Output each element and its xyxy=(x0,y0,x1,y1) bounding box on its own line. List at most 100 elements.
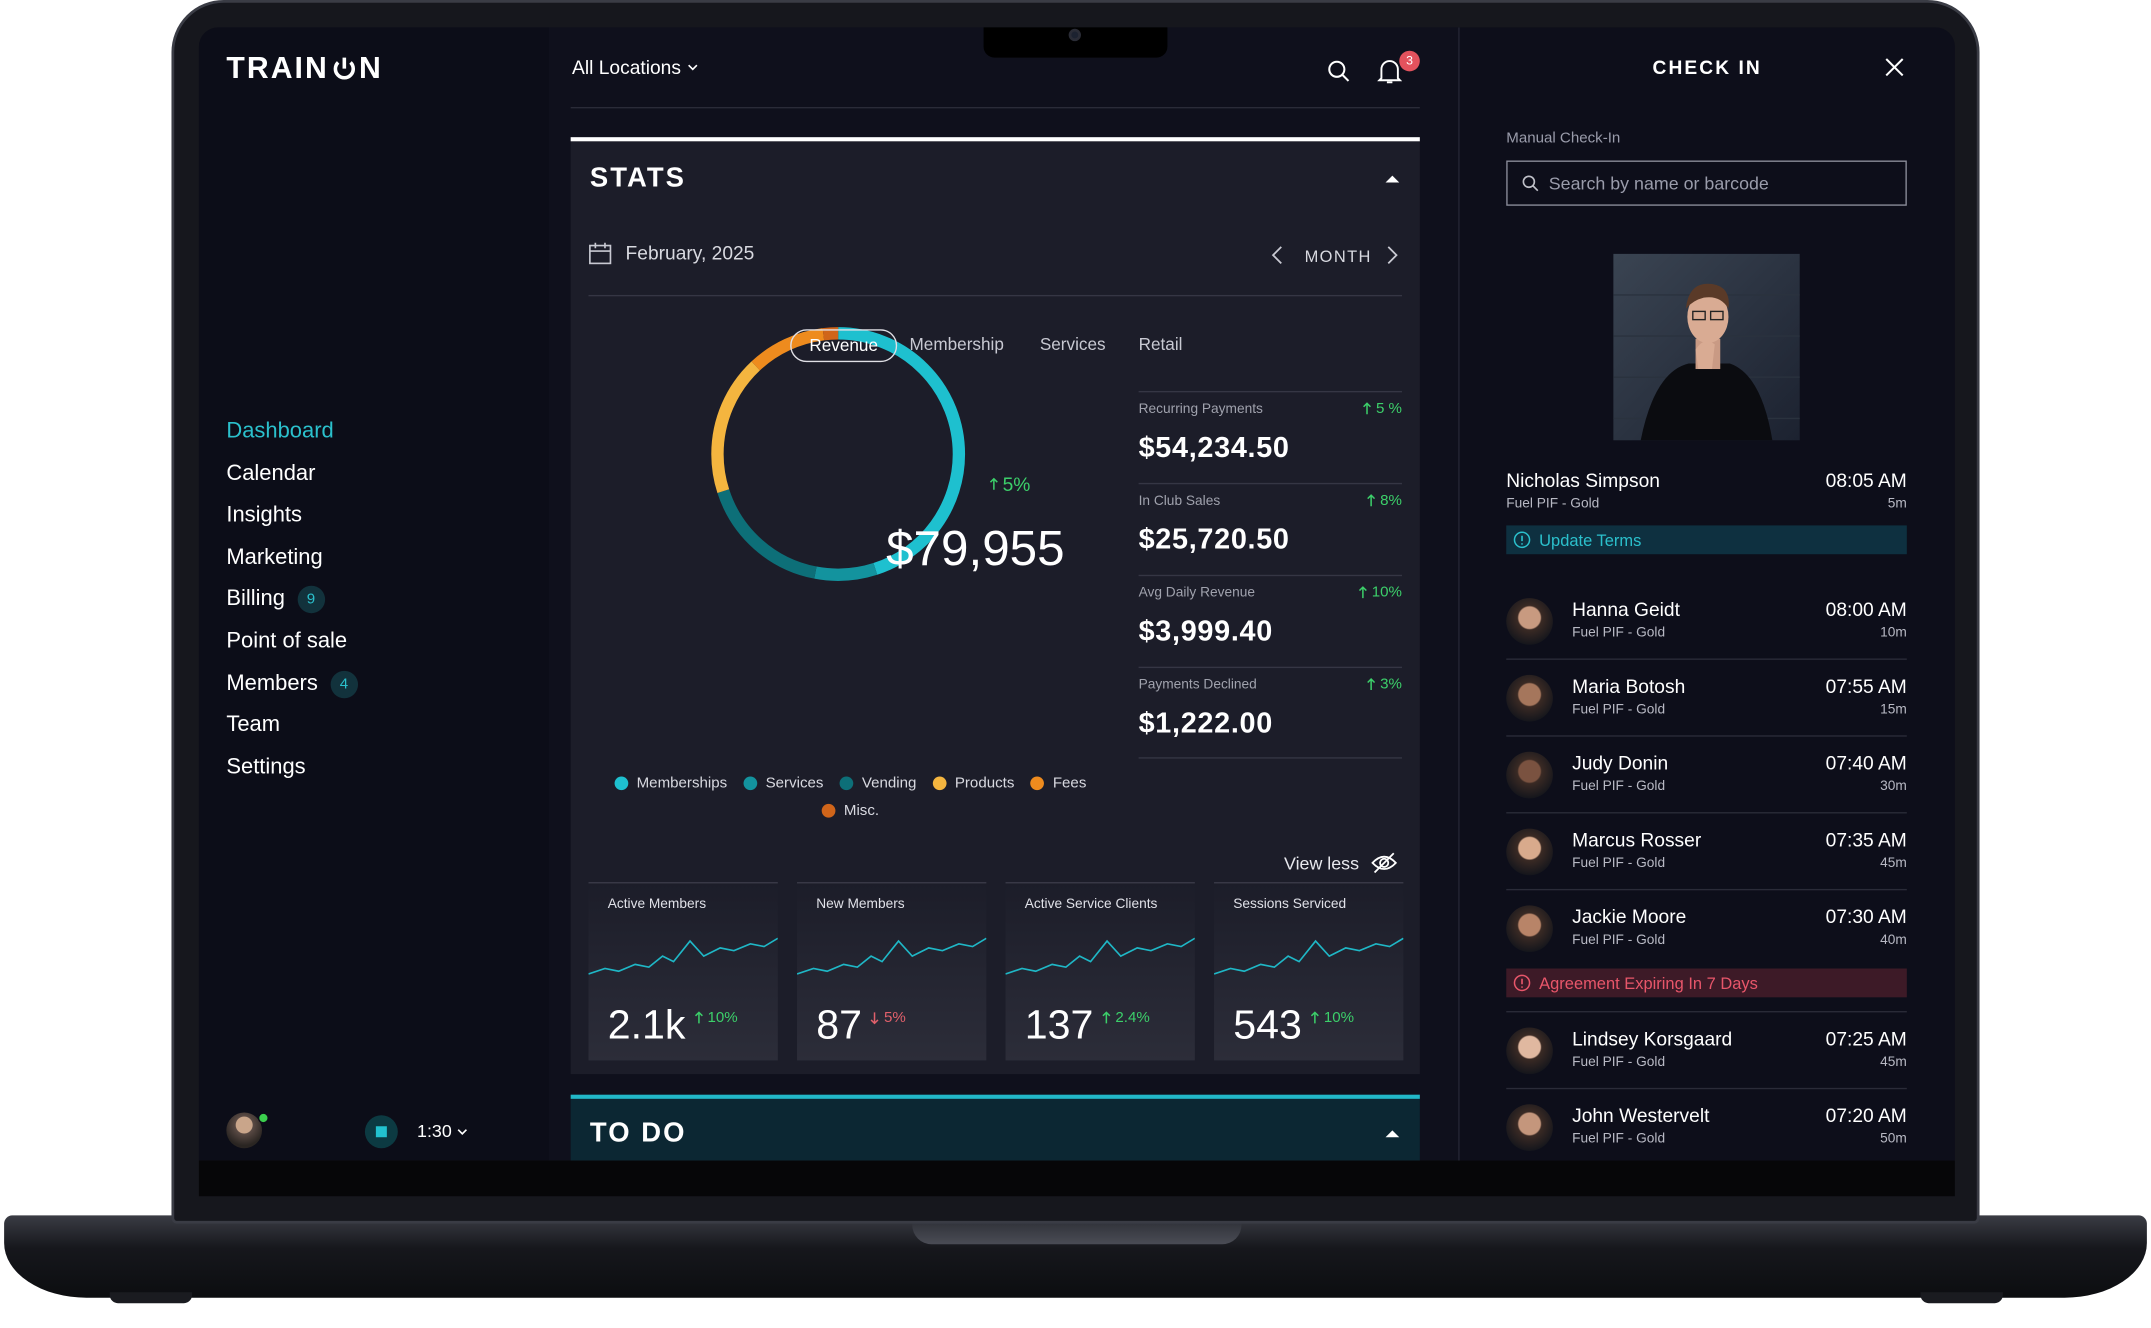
member-name[interactable]: Maria Botosh xyxy=(1572,674,1686,697)
legend-item[interactable]: Vending xyxy=(839,775,916,792)
checkin-ago: 50m xyxy=(1880,1131,1907,1147)
member-avatar[interactable] xyxy=(1506,828,1553,876)
member-name[interactable]: Marcus Rosser xyxy=(1572,828,1702,851)
member-name[interactable]: Nicholas Simpson xyxy=(1506,469,1660,492)
nav-label: Billing xyxy=(226,587,285,611)
checkin-time: 07:30 AM xyxy=(1825,905,1907,928)
collapse-button[interactable] xyxy=(1384,173,1400,184)
nav-item[interactable]: Billing 9 xyxy=(226,586,325,614)
arrow-path xyxy=(1367,494,1376,507)
close-button[interactable] xyxy=(1885,58,1904,77)
search-button[interactable] xyxy=(1327,59,1352,84)
timer-stop-button[interactable] xyxy=(364,1115,398,1149)
kpi-value: 87 xyxy=(816,1002,863,1049)
topbar-divider xyxy=(570,107,1420,109)
checkin-ago: 15m xyxy=(1880,702,1907,718)
donut-segment xyxy=(711,327,966,581)
stop-icon xyxy=(375,1126,387,1138)
location-text: All Locations xyxy=(572,56,681,79)
metric-change: 3% xyxy=(1366,676,1402,693)
member-avatar[interactable] xyxy=(1506,598,1553,645)
member-avatar[interactable] xyxy=(1506,905,1553,953)
nav-item[interactable]: Calendar xyxy=(226,460,315,487)
laptop-foot xyxy=(109,1292,193,1304)
legend-item[interactable]: Memberships xyxy=(614,775,727,792)
chevron-down xyxy=(688,64,698,71)
metric-divider xyxy=(1138,390,1402,393)
nav-badge: 4 xyxy=(330,670,358,698)
nav-item[interactable]: Team xyxy=(226,712,280,739)
metric-change: 8% xyxy=(1366,492,1402,509)
legend-item[interactable]: Products xyxy=(932,775,1014,792)
date-divider xyxy=(588,294,1402,297)
legend-item[interactable]: Misc. xyxy=(821,802,880,819)
tab[interactable]: Retail xyxy=(1138,334,1183,354)
notifications-button[interactable] xyxy=(1377,58,1402,85)
checkin-time: 08:05 AM xyxy=(1825,469,1907,492)
tab[interactable]: Services xyxy=(1039,334,1106,354)
member-avatar[interactable] xyxy=(1506,1027,1553,1075)
kpi-change-text: 10% xyxy=(707,1009,738,1027)
alert-text: Agreement Expiring In 7 Days xyxy=(1539,973,1758,993)
next-period-button[interactable] xyxy=(1386,246,1400,265)
member-name[interactable]: John Westervelt xyxy=(1572,1104,1710,1127)
checkin-ago: 5m xyxy=(1887,496,1907,512)
member-avatar[interactable] xyxy=(1506,674,1553,722)
legend-item[interactable]: Fees xyxy=(1030,775,1086,792)
view-less-text: View less xyxy=(1284,852,1360,874)
kpi-card[interactable]: Active Service Clients 137 2.4% xyxy=(1005,882,1195,1061)
kpi-change: 5% xyxy=(870,1010,906,1026)
member-avatar[interactable] xyxy=(1506,751,1553,799)
nav-item[interactable]: Members 4 xyxy=(226,670,358,698)
member-name[interactable]: Jackie Moore xyxy=(1572,905,1687,928)
kpi-sparkline xyxy=(588,937,778,975)
collapse-button[interactable] xyxy=(1384,1128,1400,1139)
warning-alert[interactable]: Agreement Expiring In 7 Days xyxy=(1506,968,1907,998)
nav-label: Marketing xyxy=(226,545,323,570)
member-name[interactable]: Lindsey Korsgaard xyxy=(1572,1027,1733,1050)
legend-item[interactable]: Services xyxy=(743,775,823,792)
checkin-time: 07:40 AM xyxy=(1825,751,1907,774)
calendar-icon[interactable] xyxy=(589,241,612,265)
nav-item[interactable]: Dashboard xyxy=(226,418,333,445)
change-arrow-up xyxy=(989,477,998,490)
member-name[interactable]: Hanna Geidt xyxy=(1572,598,1680,621)
metric-change: 10% xyxy=(1358,584,1402,601)
donut-segment xyxy=(711,327,966,581)
member-avatar[interactable] xyxy=(1506,1104,1553,1151)
notification-badge: 3 xyxy=(1399,50,1420,72)
info-alert[interactable]: Update Terms xyxy=(1506,525,1907,555)
legend-swatch xyxy=(839,776,854,791)
checkin-ago: 40m xyxy=(1880,932,1907,948)
nav-item[interactable]: Point of sale xyxy=(226,628,347,655)
tab[interactable]: Membership xyxy=(909,334,1004,354)
location-selector[interactable]: All Locations xyxy=(572,56,699,78)
sidebar: TRAIN N Dashboard Calendar Insights Marketi… xyxy=(198,27,549,1161)
legend-label: Misc. xyxy=(843,802,880,819)
search-input[interactable]: Search by name or barcode xyxy=(1506,160,1907,206)
user-avatar[interactable] xyxy=(226,1112,263,1149)
period-label[interactable]: MONTH xyxy=(1304,246,1372,267)
previous-period-button[interactable] xyxy=(1270,246,1284,265)
member-name[interactable]: Judy Donin xyxy=(1572,751,1669,774)
search-label: Manual Check-In xyxy=(1506,130,1621,147)
change-arrow-up xyxy=(1102,1011,1111,1024)
kpi-change: 10% xyxy=(694,1010,738,1026)
nav-item[interactable]: Insights xyxy=(226,502,302,529)
legend-swatch xyxy=(821,803,836,818)
logo[interactable]: TRAIN N xyxy=(226,51,383,87)
kpi-card[interactable]: Active Members 2.1k 10% xyxy=(588,882,778,1061)
member-plan: Fuel PIF - Gold xyxy=(1572,856,1666,872)
row-divider xyxy=(1506,1011,1907,1013)
sparkline-path xyxy=(588,937,778,975)
member-photo xyxy=(1613,253,1800,441)
nav-item[interactable]: Marketing xyxy=(226,544,322,571)
change-arrow-up xyxy=(1358,586,1367,599)
change-arrow-up xyxy=(1311,1011,1319,1024)
view-less-button[interactable]: View less xyxy=(1284,852,1397,874)
tab[interactable]: Revenue xyxy=(790,329,898,363)
kpi-card[interactable]: Sessions Serviced 543 10% xyxy=(1214,882,1404,1061)
kpi-card[interactable]: New Members 87 5% xyxy=(797,882,987,1061)
timer[interactable]: 1:30 xyxy=(417,1121,468,1141)
nav-item[interactable]: Settings xyxy=(226,754,305,781)
